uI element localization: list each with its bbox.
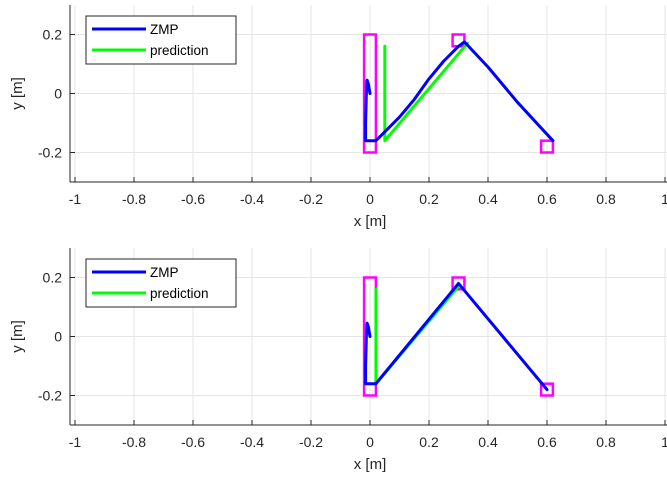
- x-tick-label: -0.8: [122, 434, 146, 450]
- legend-label-prediction: prediction: [150, 286, 209, 301]
- footprint-marker: [539, 139, 555, 154]
- footprint-marker: [451, 276, 466, 291]
- x-tick-label: -1: [69, 191, 82, 207]
- legend-box: [85, 258, 237, 308]
- x-tick-label: 0.2: [419, 434, 439, 450]
- series-zmp-line: [364, 281, 549, 392]
- top-plot: -1 -0.8 -0.6 -0.4 -0.2 0 0.2 0.4 0.6 0.8 1 -0.2 0 0.2…: [9, 5, 667, 230]
- x-tick-label: 0.8: [596, 434, 616, 450]
- series-zmp-line: [364, 40, 555, 143]
- y-tick-label: -0.2: [38, 388, 62, 404]
- y-tick-label: 0: [54, 86, 62, 102]
- x-tick-label: 0.4: [478, 434, 498, 450]
- x-tick-label: 0.4: [478, 191, 498, 207]
- x-tick-label: 1: [661, 434, 667, 450]
- x-tick-label: -0.4: [240, 434, 264, 450]
- x-tick-label: -0.6: [181, 434, 205, 450]
- x-tick-label: -0.2: [299, 191, 323, 207]
- x-tick-label: 0.8: [596, 191, 616, 207]
- x-tick-label: -0.8: [122, 191, 146, 207]
- y-tick-label: 0: [54, 329, 62, 345]
- plot-area: [362, 276, 555, 397]
- x-tick-label: -0.4: [240, 191, 264, 207]
- x-tick-label: 0.2: [419, 191, 439, 207]
- x-tick-label: 0: [366, 191, 374, 207]
- footprint-marker: [362, 33, 378, 154]
- x-tick-label: 1: [661, 191, 667, 207]
- x-tick-label: 0.6: [537, 191, 557, 207]
- bottom-plot: -1 -0.8 -0.6 -0.4 -0.2 0 0.2 0.4 0.6 0.8 1 -0.2 0 0.2…: [9, 248, 667, 473]
- y-axis-label: y [m]: [9, 320, 26, 353]
- y-axis-label: y [m]: [9, 77, 26, 110]
- legend-label-zmp: ZMP: [150, 265, 179, 280]
- x-tick-label: 0.6: [537, 434, 557, 450]
- x-tick-label: 0: [366, 434, 374, 450]
- legend: ZMP prediction: [85, 15, 237, 65]
- x-axis-label: x [m]: [354, 213, 387, 230]
- series-prediction-line: [383, 41, 469, 143]
- y-tick-label: 0.2: [43, 27, 63, 43]
- x-tick-label: -0.6: [181, 191, 205, 207]
- x-axis-label: x [m]: [354, 456, 387, 473]
- legend-box: [85, 15, 237, 65]
- legend-label-prediction: prediction: [150, 43, 209, 58]
- x-tick-label: -0.2: [299, 434, 323, 450]
- x-tick-label: -1: [69, 434, 82, 450]
- plot-area: [362, 33, 555, 154]
- footprint-marker: [539, 382, 555, 397]
- legend: ZMP prediction: [85, 258, 237, 308]
- y-tick-label: 0.2: [43, 270, 63, 286]
- y-tick-label: -0.2: [38, 145, 62, 161]
- legend-label-zmp: ZMP: [150, 22, 179, 37]
